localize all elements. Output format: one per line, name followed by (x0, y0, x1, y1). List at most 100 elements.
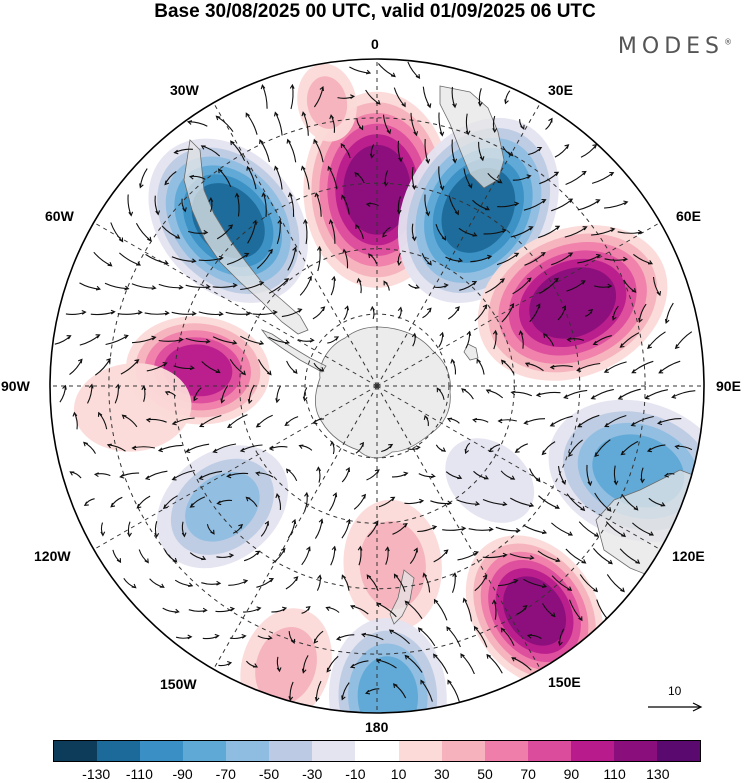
wind-arrow (328, 492, 338, 512)
wind-arrow (131, 445, 156, 451)
wind-arrow (69, 358, 83, 376)
wind-arrow (330, 545, 337, 566)
wind-arrow (496, 252, 520, 266)
wind-arrow (591, 227, 616, 236)
africa (439, 85, 505, 189)
wind-arrow (576, 362, 601, 372)
brand-registered-mark: ® (724, 37, 732, 47)
wind-arrow (647, 331, 666, 349)
wind-arrow (523, 199, 547, 211)
wind-arrow (674, 331, 693, 350)
wind-arrow (543, 332, 555, 347)
wind-arrow (304, 491, 309, 512)
wind-arrow (396, 196, 402, 215)
wind-arrow (227, 414, 248, 429)
wind-arrow (486, 653, 503, 674)
wind-arrow (171, 311, 197, 316)
wind-arrow (421, 253, 432, 266)
wind-arrow (396, 252, 402, 266)
positive-anomaly (503, 576, 567, 646)
wind-arrow (146, 362, 168, 372)
wind-arrow (465, 330, 472, 349)
wind-arrow (446, 417, 460, 424)
wind-arrow (482, 552, 508, 559)
lon-label-180: 180 (365, 719, 389, 735)
wind-arrow (225, 311, 251, 316)
wind-arrow (181, 521, 187, 538)
wind-arrow (370, 305, 375, 320)
wind-arrow (158, 337, 184, 342)
wind-arrow (417, 525, 438, 533)
wind-arrow (674, 444, 693, 451)
wind-arrow (198, 255, 224, 262)
wind-arrow (524, 362, 544, 372)
wind-arrow (586, 464, 593, 487)
wind-arrow (613, 465, 619, 486)
lon-label-30e: 30E (548, 82, 573, 98)
wind-arrow (620, 441, 639, 456)
wind-arrow (523, 524, 548, 535)
wind-arrow (226, 472, 249, 479)
wind-arrow (120, 359, 140, 375)
latitude-circle (108, 117, 646, 655)
wind-arrow (119, 252, 141, 266)
wind-arrow (240, 335, 265, 346)
wind-arrow (617, 388, 641, 400)
wind-arrow (621, 493, 639, 511)
wind-arrow (131, 335, 157, 344)
wind-arrow (485, 278, 506, 294)
colorbar-bin (355, 741, 399, 761)
wind-arrow (259, 138, 270, 163)
wind-arrow (162, 495, 178, 510)
wind-arrow (497, 418, 517, 424)
wind-arrow (247, 219, 257, 244)
wind-arrow (287, 518, 297, 539)
wind-arrow (551, 575, 573, 591)
wind-arrow (433, 549, 449, 563)
wind-arrow (539, 277, 559, 294)
wind-arrow (301, 655, 309, 674)
wind-vectors (54, 61, 696, 703)
wind-arrow (411, 332, 417, 347)
wind-arrow (483, 228, 507, 235)
wind-arrow (199, 414, 222, 428)
wind-arrow (201, 580, 222, 586)
reference-vector-arrow (648, 702, 703, 712)
wind-arrow (230, 140, 246, 162)
wind-arrow (298, 444, 313, 451)
wind-arrow (83, 498, 95, 506)
wind-arrow (341, 194, 350, 215)
colorbar-bin (613, 741, 657, 761)
map-disc-border (49, 58, 705, 714)
wind-arrow (212, 283, 238, 288)
wind-arrow (337, 94, 356, 100)
wind-arrow (464, 442, 471, 455)
wind-arrow (606, 574, 625, 593)
wind-arrow (375, 658, 397, 669)
wind-arrow (212, 443, 237, 454)
wind-arrow (424, 194, 431, 217)
wind-arrow (604, 256, 629, 262)
wind-arrow (580, 143, 598, 158)
wind-arrow (577, 414, 600, 428)
wind-arrow (383, 170, 389, 187)
wind-arrow (632, 522, 654, 536)
wind-arrow (234, 192, 240, 217)
wind-arrow (512, 277, 532, 295)
negative-anomaly (357, 656, 419, 713)
wind-arrow (566, 493, 586, 512)
wind-arrow (524, 252, 546, 266)
wind-arrow (245, 660, 259, 668)
wind-arrow (365, 89, 381, 105)
wind-arrow (171, 417, 195, 426)
wind-arrow (314, 518, 324, 539)
wind-arrow (110, 496, 123, 508)
lon-label-90w: 90W (1, 378, 30, 394)
colorbar-tick-label: 110 (603, 766, 626, 782)
wind-arrow (448, 306, 460, 320)
wind-arrow (633, 253, 654, 265)
wind-arrow (409, 547, 418, 564)
south-pole-point (374, 383, 380, 389)
wind-arrow (316, 574, 322, 591)
wind-arrow (94, 357, 111, 376)
